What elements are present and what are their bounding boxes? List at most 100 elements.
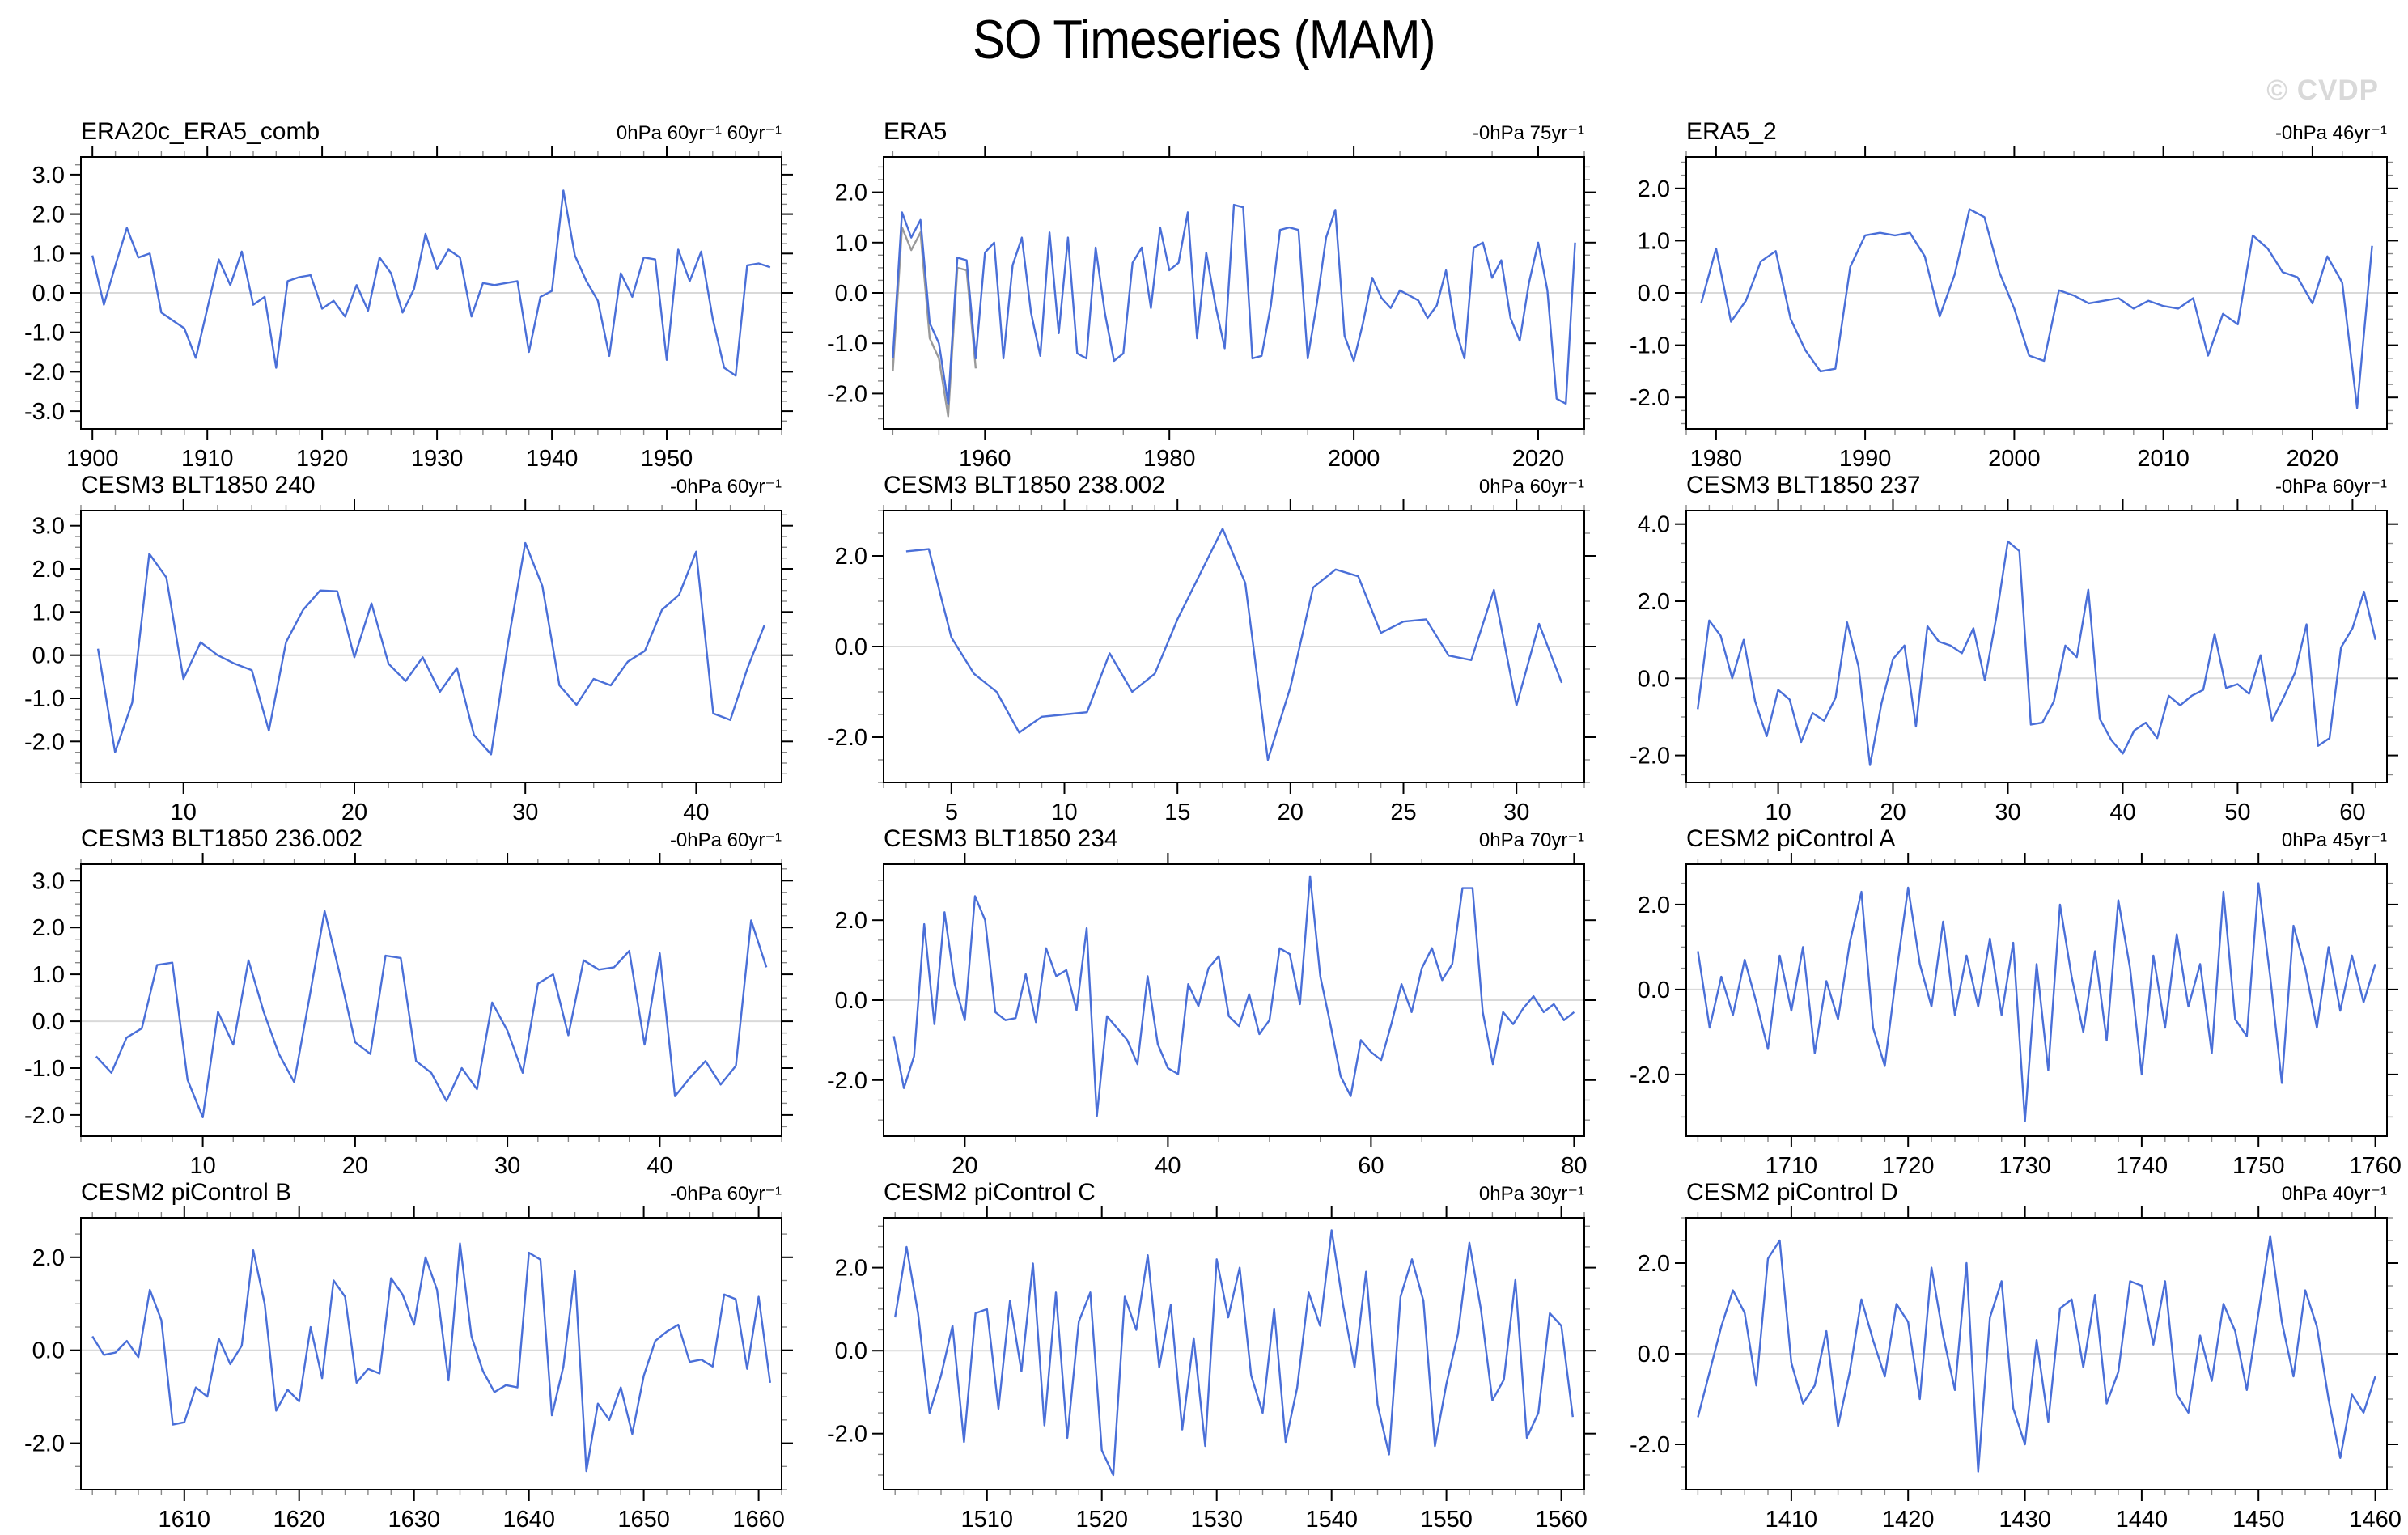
panel-header: ERA5_2 -0hPa 46yr⁻¹ xyxy=(1605,120,2408,144)
svg-text:1710: 1710 xyxy=(1766,1153,1818,1179)
timeseries-plot: 10 20 30 40 3.0 2.0 1.0 0.0 -1.0 -2.0 xyxy=(24,499,793,825)
svg-text:2010: 2010 xyxy=(2137,446,2190,472)
svg-text:2.0: 2.0 xyxy=(835,544,867,570)
page-title: SO Timeseries (MAM) xyxy=(973,9,1436,70)
svg-text:1620: 1620 xyxy=(273,1507,325,1533)
panel-header: CESM3 BLT1850 240 -0hPa 60yr⁻¹ xyxy=(0,473,803,498)
svg-text:1900: 1900 xyxy=(66,446,119,472)
svg-text:2020: 2020 xyxy=(2287,446,2339,472)
svg-text:0.0: 0.0 xyxy=(32,1009,65,1035)
svg-text:-2.0: -2.0 xyxy=(24,729,65,755)
svg-text:0.0: 0.0 xyxy=(835,1338,867,1364)
timeseries-plot: 5 10 15 20 25 30 2.0 0.0 -2.0 xyxy=(827,499,1596,825)
svg-text:0.0: 0.0 xyxy=(1638,666,1670,692)
svg-text:60: 60 xyxy=(1358,1153,1384,1179)
svg-text:-1.0: -1.0 xyxy=(827,331,867,357)
svg-text:2.0: 2.0 xyxy=(1638,176,1670,202)
svg-text:-2.0: -2.0 xyxy=(827,1422,867,1448)
timeseries-plot: 1610 1620 1630 1640 1650 1660 2.0 0.0 -2.0 xyxy=(24,1206,793,1533)
svg-text:-1.0: -1.0 xyxy=(24,320,65,346)
svg-text:1960: 1960 xyxy=(959,446,1011,472)
chart-panel: CESM3 BLT1850 234 0hPa 70yr⁻¹ 20 40 60 80 2.… xyxy=(803,827,1605,1181)
svg-text:1610: 1610 xyxy=(159,1507,211,1533)
svg-text:1750: 1750 xyxy=(2232,1153,2285,1179)
svg-text:0.0: 0.0 xyxy=(32,281,65,307)
svg-text:40: 40 xyxy=(647,1153,672,1179)
timeseries-plot: 20 40 60 80 2.0 0.0 -2.0 xyxy=(827,853,1596,1179)
svg-text:20: 20 xyxy=(952,1153,977,1179)
panel-title: ERA20c_ERA5_comb xyxy=(81,118,320,145)
svg-text:-3.0: -3.0 xyxy=(24,399,65,425)
panel-units: 0hPa 30yr⁻¹ xyxy=(1478,1183,1584,1205)
svg-text:80: 80 xyxy=(1561,1153,1587,1179)
svg-text:1660: 1660 xyxy=(732,1507,785,1533)
panel-header: CESM3 BLT1850 236.002 -0hPa 60yr⁻¹ xyxy=(0,827,803,851)
panel-title: CESM3 BLT1850 240 xyxy=(81,472,316,498)
timeseries-plot: 10 20 30 40 3.0 2.0 1.0 0.0 -1.0 -2.0 xyxy=(24,853,793,1179)
svg-text:0.0: 0.0 xyxy=(1638,281,1670,307)
panel-units: -0hPa 60yr⁻¹ xyxy=(2274,476,2387,498)
svg-text:2.0: 2.0 xyxy=(835,908,867,934)
svg-text:1560: 1560 xyxy=(1535,1507,1588,1533)
svg-text:-2.0: -2.0 xyxy=(1630,744,1670,770)
svg-text:1.0: 1.0 xyxy=(32,241,65,267)
svg-text:1720: 1720 xyxy=(1882,1153,1935,1179)
chart-panel: CESM2 piControl D 0hPa 40yr⁻¹ 1410 1420 14… xyxy=(1605,1181,2408,1534)
svg-text:1980: 1980 xyxy=(1143,446,1196,472)
svg-text:10: 10 xyxy=(171,799,197,825)
panel-units: -0hPa 60yr⁻¹ xyxy=(669,829,782,851)
svg-text:0.0: 0.0 xyxy=(1638,1342,1670,1368)
svg-text:30: 30 xyxy=(494,1153,520,1179)
svg-text:40: 40 xyxy=(2109,799,2135,825)
timeseries-plot: 1960 1980 2000 2020 2.0 1.0 0.0 -1.0 -2.0 xyxy=(827,146,1596,472)
svg-text:1540: 1540 xyxy=(1305,1507,1358,1533)
svg-text:2020: 2020 xyxy=(1512,446,1565,472)
svg-text:1740: 1740 xyxy=(2116,1153,2168,1179)
svg-text:-2.0: -2.0 xyxy=(24,359,65,385)
svg-text:2.0: 2.0 xyxy=(1638,1251,1670,1277)
chart-panel: CESM3 BLT1850 237 -0hPa 60yr⁻¹ 10 20 30 40 5… xyxy=(1605,473,2408,827)
panel-header: CESM3 BLT1850 234 0hPa 70yr⁻¹ xyxy=(803,827,1605,851)
panel-units: -0hPa 60yr⁻¹ xyxy=(669,1183,782,1205)
panel-title: CESM3 BLT1850 234 xyxy=(884,825,1118,852)
svg-text:10: 10 xyxy=(1051,799,1077,825)
svg-text:-2.0: -2.0 xyxy=(827,381,867,407)
svg-text:0.0: 0.0 xyxy=(835,634,867,660)
svg-text:5: 5 xyxy=(945,799,958,825)
panel-header: CESM2 piControl A 0hPa 45yr⁻¹ xyxy=(1605,827,2408,851)
chart-panel: CESM2 piControl C 0hPa 30yr⁻¹ 1510 1520 15… xyxy=(803,1181,1605,1534)
panel-header: CESM3 BLT1850 238.002 0hPa 60yr⁻¹ xyxy=(803,473,1605,498)
timeseries-plot: 1980 1990 2000 2010 2020 2.0 1.0 0.0 -1.0 -2.0 xyxy=(1630,146,2398,472)
panel-units: 0hPa 60yr⁻¹ 60yr⁻¹ xyxy=(616,122,782,144)
svg-text:2000: 2000 xyxy=(1328,446,1380,472)
panel-header: CESM3 BLT1850 237 -0hPa 60yr⁻¹ xyxy=(1605,473,2408,498)
chart-panel: CESM2 piControl B -0hPa 60yr⁻¹ 1610 1620 1… xyxy=(0,1181,803,1534)
cvdp-watermark: © CVDP xyxy=(2266,74,2379,106)
svg-text:1.0: 1.0 xyxy=(835,231,867,257)
svg-text:0.0: 0.0 xyxy=(835,281,867,307)
svg-text:2.0: 2.0 xyxy=(1638,893,1670,918)
svg-text:4.0: 4.0 xyxy=(1638,512,1670,538)
svg-text:20: 20 xyxy=(1278,799,1304,825)
svg-text:0.0: 0.0 xyxy=(32,643,65,669)
svg-text:20: 20 xyxy=(341,799,367,825)
panel-title: ERA5_2 xyxy=(1686,118,1777,145)
svg-text:1930: 1930 xyxy=(411,446,464,472)
chart-panel: ERA20c_ERA5_comb 0hPa 60yr⁻¹ 60yr⁻¹ 1900… xyxy=(0,120,803,473)
timeseries-plot: 10 20 30 40 50 60 4.0 2.0 0.0 -2.0 xyxy=(1630,499,2398,825)
svg-text:0.0: 0.0 xyxy=(835,988,867,1014)
timeseries-plot: 1900 1910 1920 1930 1940 1950 3.0 2.0 1.0 0.0 -1.0… xyxy=(24,146,793,472)
panel-title: ERA5 xyxy=(884,118,948,145)
chart-panel: ERA5_2 -0hPa 46yr⁻¹ 1980 1990 2000 2010 2020… xyxy=(1605,120,2408,473)
svg-text:2.0: 2.0 xyxy=(32,202,65,228)
panel-title: CESM2 piControl D xyxy=(1686,1179,1898,1206)
svg-text:-1.0: -1.0 xyxy=(24,1056,65,1082)
svg-text:1440: 1440 xyxy=(2116,1507,2168,1533)
panel-title: CESM2 piControl A xyxy=(1686,825,1896,852)
svg-text:30: 30 xyxy=(1503,799,1529,825)
svg-text:1640: 1640 xyxy=(502,1507,555,1533)
panel-title: CESM2 piControl B xyxy=(81,1179,292,1206)
svg-text:1410: 1410 xyxy=(1766,1507,1818,1533)
timeseries-plot: 1710 1720 1730 1740 1750 1760 2.0 0.0 -2.0 xyxy=(1630,853,2402,1179)
